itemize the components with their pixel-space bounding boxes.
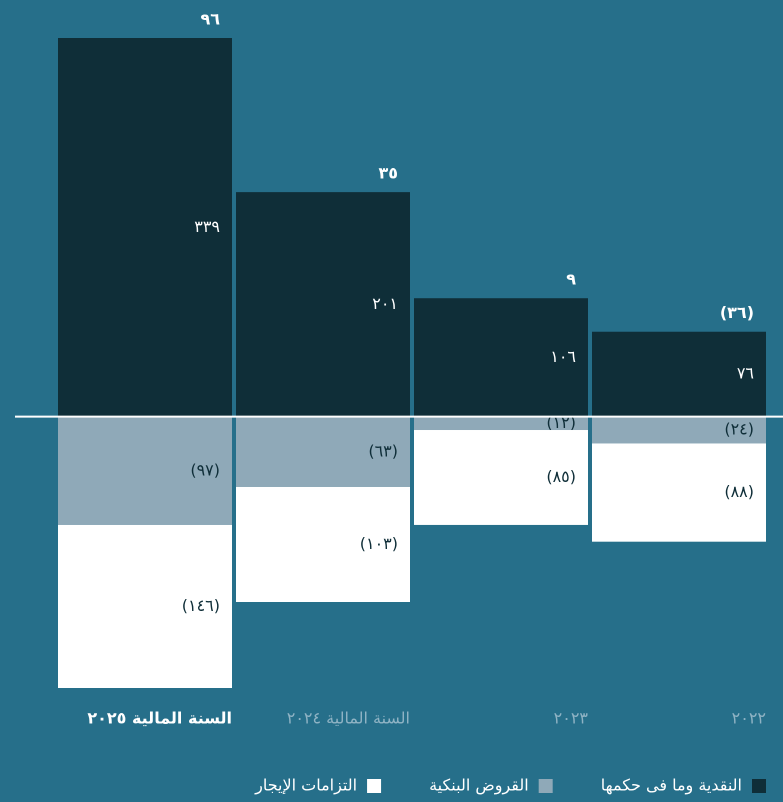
x-tick-label: السنة المالية ٢٠٢٤ — [287, 709, 410, 728]
legend-label: القروض البنكية — [429, 776, 529, 796]
bar-segment — [236, 486, 410, 603]
value-label: (٦٣) — [368, 441, 398, 460]
x-tick-label: ٢٠٢٢ — [732, 709, 766, 728]
bar-segment — [58, 38, 232, 417]
legend-label: التزامات الإيجار — [254, 776, 357, 796]
value-label: (٢٤) — [724, 420, 754, 439]
bar-segment — [592, 416, 766, 444]
bar-segment — [236, 192, 410, 417]
bar-segment — [414, 416, 588, 431]
bar-segment — [592, 443, 766, 542]
total-label: ٩ — [566, 270, 576, 289]
total-label: ٩٦ — [200, 10, 220, 29]
value-label: (٩٧) — [190, 460, 220, 479]
value-label: (٨٥) — [546, 467, 576, 486]
x-tick-label: السنة المالية ٢٠٢٥ — [87, 709, 232, 728]
bar-segment — [58, 416, 232, 525]
total-label: (٣٦) — [720, 303, 754, 322]
value-label: (١٤٦) — [182, 596, 220, 615]
value-label: (١٠٣) — [360, 534, 398, 553]
value-label: ٧٦ — [737, 364, 754, 383]
value-label: ٣٣٩ — [194, 217, 220, 236]
legend-swatch — [367, 779, 382, 793]
bar-segment — [58, 524, 232, 688]
value-label: (٨٨) — [724, 482, 754, 501]
total-label: ٣٥ — [378, 164, 398, 183]
bar-segment — [236, 416, 410, 487]
legend-swatch — [538, 779, 553, 793]
bar-segment — [414, 430, 588, 525]
bar-segment — [414, 298, 588, 417]
value-label: ٢٠١ — [372, 294, 398, 313]
bar-segment — [592, 331, 766, 417]
legend-swatch — [752, 779, 766, 793]
x-tick-label: ٢٠٢٣ — [554, 709, 589, 728]
legend-label: النقدية وما فى حكمها — [601, 776, 742, 796]
value-label: ١٠٦ — [550, 347, 576, 366]
